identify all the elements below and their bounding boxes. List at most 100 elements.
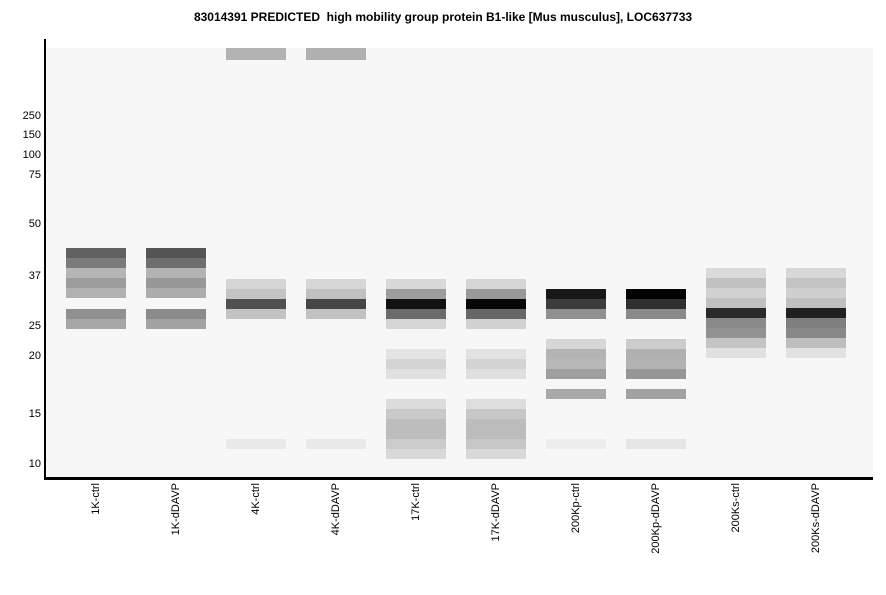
gel-band <box>386 399 446 409</box>
gel-band <box>466 369 526 379</box>
gel-band <box>706 278 766 288</box>
gel-band <box>546 389 606 399</box>
gel-band <box>546 349 606 359</box>
lane-label: 17K-dDAVP <box>490 483 502 542</box>
gel-band <box>626 439 686 449</box>
gel-band <box>546 439 606 449</box>
gel-band <box>706 348 766 358</box>
lane-label: 4K-dDAVP <box>330 483 342 536</box>
x-axis-line <box>44 477 873 480</box>
gel-band <box>626 309 686 319</box>
gel-band <box>306 439 366 449</box>
gel-band <box>386 279 446 289</box>
gel-band <box>146 278 206 288</box>
y-tick-label: 37 <box>28 270 41 282</box>
gel-band <box>306 299 366 309</box>
gel-band <box>706 298 766 308</box>
gel-band <box>466 299 526 309</box>
gel-band <box>66 309 126 319</box>
gel-band <box>626 349 686 359</box>
gel-band <box>66 248 126 258</box>
gel-band <box>226 309 286 319</box>
gel-band <box>466 449 526 459</box>
gel-band <box>146 288 206 298</box>
y-tick-label: 15 <box>28 408 41 420</box>
y-axis-line <box>44 39 46 480</box>
gel-band <box>786 348 846 358</box>
gel-band <box>706 308 766 318</box>
gel-band <box>786 268 846 278</box>
gel-band <box>546 359 606 369</box>
y-tick-label: 20 <box>28 350 41 362</box>
lane-label: 200Kp-ctrl <box>570 483 582 534</box>
gel-band <box>306 279 366 289</box>
gel-band <box>146 319 206 329</box>
gel-band <box>466 349 526 359</box>
lane-label: 200Ks-dDAVP <box>810 483 822 554</box>
lane-label: 4K-ctrl <box>250 483 262 515</box>
y-tick-label: 100 <box>22 149 41 161</box>
gel-band <box>146 268 206 278</box>
gel-band <box>546 299 606 309</box>
gel-band <box>306 48 366 60</box>
gel-band <box>706 318 766 328</box>
gel-band <box>706 288 766 298</box>
y-tick-label: 250 <box>22 110 41 122</box>
gel-band <box>786 328 846 338</box>
gel-band <box>546 289 606 299</box>
y-tick-label: 150 <box>22 129 41 141</box>
gel-band <box>226 439 286 449</box>
gel-band <box>546 369 606 379</box>
gel-band <box>386 369 446 379</box>
gel-band <box>626 299 686 309</box>
lane-label: 1K-ctrl <box>90 483 102 515</box>
gel-band <box>786 338 846 348</box>
gel-band <box>146 258 206 268</box>
gel-band <box>386 449 446 459</box>
gel-band <box>626 289 686 299</box>
gel-band <box>146 248 206 258</box>
gel-band <box>626 369 686 379</box>
y-tick-label: 50 <box>28 218 41 230</box>
gel-band <box>786 318 846 328</box>
gel-band <box>466 359 526 369</box>
gel-band <box>786 278 846 288</box>
gel-band <box>626 389 686 399</box>
y-tick-label: 10 <box>28 458 41 470</box>
gel-band <box>386 289 446 299</box>
gel-band <box>386 319 446 329</box>
gel-band <box>546 339 606 349</box>
lane-label: 200Ks-ctrl <box>730 483 742 533</box>
gel-band <box>786 308 846 318</box>
gel-band <box>66 268 126 278</box>
lane-label: 17K-ctrl <box>410 483 422 521</box>
lane-label: 1K-dDAVP <box>170 483 182 536</box>
y-tick-label: 25 <box>28 320 41 332</box>
gel-band <box>66 288 126 298</box>
gel-band <box>386 349 446 359</box>
gel-band <box>146 309 206 319</box>
gel-band <box>66 258 126 268</box>
gel-band <box>66 278 126 288</box>
lane-label: 200Kp-dDAVP <box>650 483 662 554</box>
gel-band <box>386 409 446 419</box>
gel-band <box>226 48 286 60</box>
gel-band <box>706 338 766 348</box>
gel-band <box>306 289 366 299</box>
gel-band <box>66 319 126 329</box>
gel-band <box>386 439 446 449</box>
gel-band <box>466 319 526 329</box>
gel-band <box>386 309 446 319</box>
gel-band <box>706 268 766 278</box>
gel-band <box>466 419 526 439</box>
y-tick-label: 75 <box>28 169 41 181</box>
gel-band <box>306 309 366 319</box>
gel-band <box>466 399 526 409</box>
gel-band <box>386 299 446 309</box>
gel-band <box>226 299 286 309</box>
gel-band <box>786 298 846 308</box>
